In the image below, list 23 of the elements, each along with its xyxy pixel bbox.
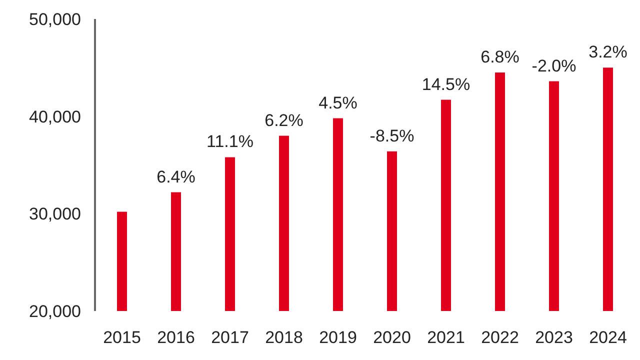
x-tick-label: 2021 (427, 328, 465, 348)
annotation: 14.5% (422, 74, 470, 94)
annotation: -8.5% (370, 126, 414, 146)
y-tick-label: 20,000 (29, 302, 81, 322)
x-tick-label: 2018 (265, 328, 303, 348)
x-tick-label: 2019 (319, 328, 357, 348)
annotation: 6.4% (156, 167, 196, 186)
x-tick-label: 2015 (103, 328, 141, 348)
annotation: 11.1% (206, 132, 254, 152)
annotation: 6.2% (264, 110, 304, 130)
annotation: 3.2% (588, 42, 628, 62)
y-tick-label: 30,000 (29, 204, 81, 224)
annotation: 4.5% (318, 93, 358, 112)
x-tick-label: 2020 (373, 328, 411, 348)
x-tick-label: 2022 (481, 328, 519, 348)
y-tick-label: 40,000 (29, 107, 81, 126)
x-tick-label: 2017 (211, 328, 249, 348)
y-tick-label: 50,000 (29, 10, 81, 30)
x-tick-label: 2016 (157, 328, 195, 348)
annotation: -2.0% (532, 56, 576, 76)
x-tick-label: 2023 (535, 328, 573, 348)
x-tick-label: 2024 (589, 328, 627, 348)
annotation: 6.8% (480, 48, 520, 67)
